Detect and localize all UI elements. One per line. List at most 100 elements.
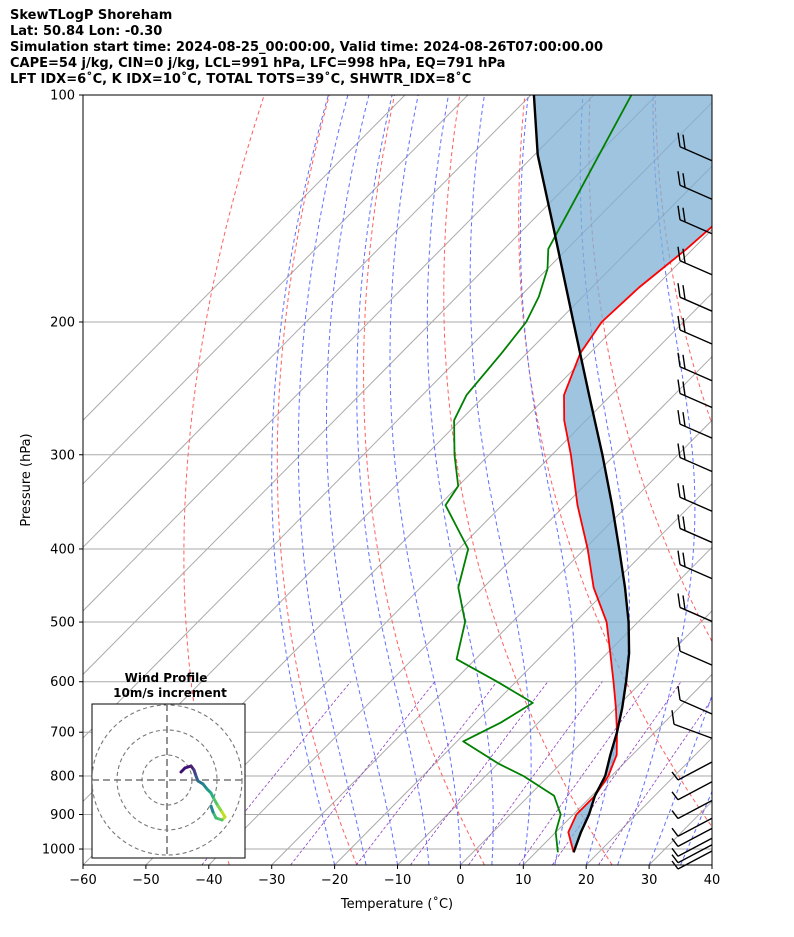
wind-barb — [677, 514, 713, 544]
barb-staff — [679, 184, 713, 200]
dry-adiabat — [588, 95, 712, 643]
barb-staff — [677, 799, 713, 820]
barb-staff — [679, 392, 713, 409]
barb-flag — [682, 381, 686, 396]
barb-flag — [677, 132, 681, 147]
x-tick-label: −20 — [321, 873, 348, 888]
isotherm-line — [83, 95, 595, 612]
hodograph-trace — [209, 804, 215, 814]
wind-barb — [671, 761, 713, 781]
moist-adiabat — [389, 95, 461, 865]
y-tick-label: 300 — [50, 448, 75, 463]
x-axis-label: Temperature (˚C) — [340, 896, 453, 912]
wind-barb — [677, 550, 713, 580]
barb-flag — [682, 516, 686, 531]
isotherm-line — [271, 419, 712, 865]
mixing-ratio-line — [290, 681, 436, 865]
y-tick-label: 900 — [50, 808, 75, 823]
wind-barb — [671, 844, 713, 864]
axis-ticks: −60 −50 −40 −30 −20 −10 0 10 20 30 40 1000 900 800 700… — [42, 89, 720, 889]
barb-staff — [679, 496, 713, 512]
dewpoint-line — [444, 95, 633, 853]
barb-flag — [677, 171, 681, 186]
moist-adiabat — [711, 863, 712, 865]
x-tick-label: 30 — [641, 873, 658, 888]
x-tick-label: −50 — [132, 873, 159, 888]
isotherm-line — [145, 292, 712, 865]
dry-adiabat — [654, 95, 712, 426]
barb-flag — [682, 412, 686, 427]
parcel-line — [532, 95, 631, 853]
barb-flag — [671, 827, 679, 837]
moist-adiabat — [469, 95, 532, 865]
barb-staff — [679, 650, 713, 666]
chart-title: SkewTLogP Shoreham — [10, 8, 173, 23]
wind-barb — [677, 205, 713, 235]
wind-barb — [671, 850, 713, 870]
isotherm-line — [334, 483, 712, 865]
mixing-ratio-line — [468, 681, 603, 865]
wind-profile-inset: Wind Profile 10m/s increment — [91, 671, 246, 859]
moist-adiabat — [297, 95, 367, 865]
barb-staff — [677, 837, 713, 857]
barb-flag — [677, 410, 681, 425]
wind-barb — [671, 781, 713, 801]
wind-barb — [677, 483, 713, 512]
barb-flag — [677, 550, 681, 565]
isotherm-line — [83, 95, 657, 676]
wind-barb — [677, 379, 713, 409]
barb-flag — [677, 352, 681, 367]
barb-flag — [682, 552, 686, 567]
barb-flag — [677, 283, 681, 298]
barb-flag — [677, 315, 681, 331]
barb-staff — [677, 761, 713, 781]
barb-flag — [682, 134, 686, 149]
barb-flag — [682, 285, 686, 300]
wind-barb — [677, 637, 713, 666]
barb-staff — [679, 699, 713, 715]
moist-adiabat — [648, 693, 712, 865]
mixing-ratio-line — [518, 681, 650, 865]
wind-barb — [677, 246, 713, 276]
isotherm-line — [711, 864, 712, 865]
profile-lines — [444, 95, 712, 853]
wind-barb — [671, 837, 713, 857]
wind-barb — [677, 352, 713, 382]
barb-staff — [673, 723, 713, 739]
x-tick-label: 0 — [456, 873, 464, 888]
barb-flag — [671, 771, 679, 781]
mixing-ratio-line — [410, 681, 549, 865]
barb-flag — [677, 514, 681, 529]
wind-barb — [677, 283, 713, 312]
isotherm-line — [83, 95, 532, 549]
x-tick-label: −40 — [195, 873, 222, 888]
inset-title: Wind Profile — [125, 671, 208, 685]
barb-flag — [682, 207, 686, 222]
moist-adiabat — [426, 95, 494, 865]
y-tick-label: 500 — [50, 616, 75, 631]
barb-staff — [677, 817, 713, 837]
barb-staff — [679, 366, 713, 382]
barb-staff — [679, 564, 713, 580]
mixing-ratio-line — [551, 681, 682, 865]
x-tick-label: −30 — [258, 873, 285, 888]
barb-flag — [677, 246, 681, 261]
moist-adiabat — [271, 95, 336, 865]
barb-flag — [677, 483, 681, 498]
dry-adiabat — [786, 95, 794, 865]
barb-flag — [677, 443, 681, 458]
barb-staff — [679, 146, 713, 162]
y-tick-label: 200 — [50, 315, 75, 330]
isotherm-line — [460, 610, 712, 865]
barb-staff — [679, 527, 713, 544]
isotherm-line — [83, 95, 469, 485]
isotherm-line — [397, 546, 712, 865]
location-line: Lat: 50.84 Lon: -0.30 — [10, 24, 163, 39]
barb-flag — [671, 837, 679, 847]
moist-adiabat — [680, 790, 712, 865]
wind-barb — [671, 817, 713, 837]
barb-flag — [682, 485, 686, 500]
y-tick-label: 700 — [50, 726, 75, 741]
moist-adiabat — [356, 95, 430, 865]
barb-flag — [682, 354, 686, 369]
